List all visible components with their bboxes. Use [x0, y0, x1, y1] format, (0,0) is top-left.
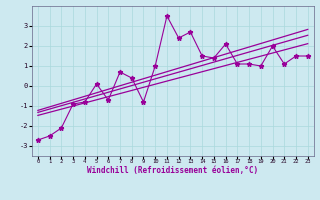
X-axis label: Windchill (Refroidissement éolien,°C): Windchill (Refroidissement éolien,°C): [87, 166, 258, 175]
